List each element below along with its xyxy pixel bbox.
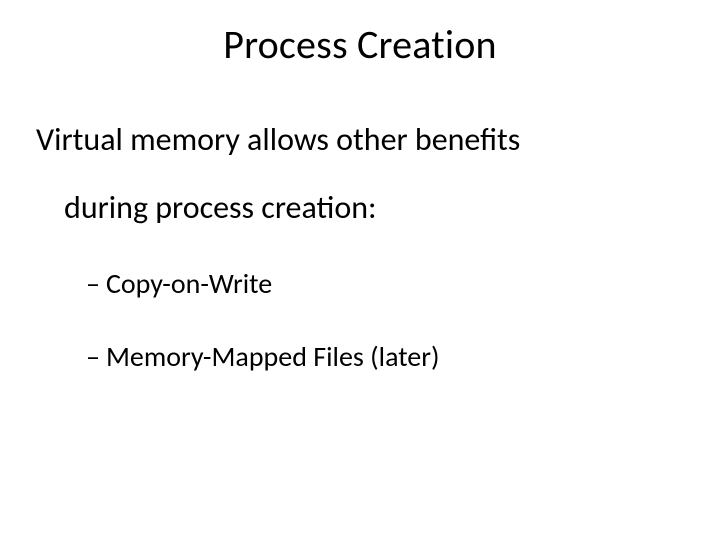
dash-icon: – (86, 339, 100, 374)
slide: Process Creation Virtual memory allows o… (0, 0, 720, 540)
bullet-item-1: –Copy-on-Write (86, 266, 684, 301)
bullet-text: Copy-on-Write (106, 266, 272, 301)
dash-icon: – (86, 266, 100, 301)
slide-body: Virtual memory allows other benefits dur… (36, 120, 684, 374)
body-line-1: Virtual memory allows other benefits (36, 120, 684, 160)
body-line-2: during process creation: (64, 188, 684, 228)
bullet-text: Memory-Mapped Files (later) (106, 339, 440, 374)
bullet-item-2: –Memory-Mapped Files (later) (86, 339, 684, 374)
slide-title: Process Creation (0, 20, 720, 69)
